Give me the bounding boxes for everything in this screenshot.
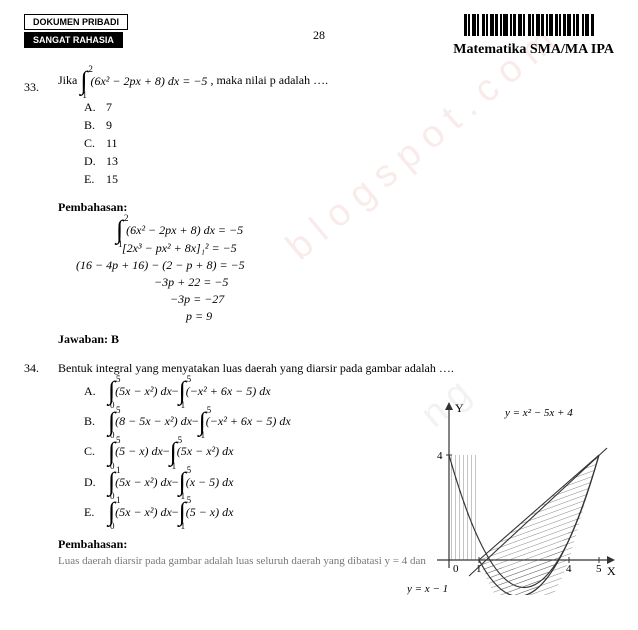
q34-choices: A. ∫50(5x − x²) dx − ∫51(−x² + 6x − 5) d… [58,382,378,521]
graph-x-axis-label: X [607,564,616,578]
q33-number: 33. [24,80,39,95]
q33-choice-a: A.7 [84,98,614,116]
q33-choice-c: C.11 [84,134,614,152]
graph-svg: 4 0 1 4 [407,400,622,595]
barcode [464,14,614,36]
q33-answer: Jawaban: B [58,332,614,347]
question-33: 33. Jika ∫21 (6x² − 2px + 8) dx = −5 , m… [24,72,614,347]
q33-sol-l3: (16 − 4p + 16) − (2 − p + 8) = −5 [76,258,614,273]
q33-choice-e: E.15 [84,170,614,188]
q33-pembahasan-title: Pembahasan: [58,200,614,215]
q33-choices: A.7 B.9 C.11 D.13 E.15 [58,98,614,188]
graph-x4: 4 [566,563,572,575]
graph-x0: 0 [453,563,459,575]
q34-graph: 4 0 1 4 [407,400,622,595]
q34-number: 34. [24,361,39,376]
q33-solution: ∫21 (6x² − 2px + 8) dx = −5 [2x³ − px² +… [58,221,614,324]
q34-text: Bentuk integral yang menyatakan luas dae… [58,361,454,375]
q34-choice-e: E. ∫10(5x − x²) dx − ∫51(5 − x) dx [84,503,378,521]
q33-integral: ∫21 (6x² − 2px + 8) dx = −5 [80,72,207,90]
q33-choice-b: B.9 [84,116,614,134]
graph-y-axis-label: Y [455,401,464,415]
q33-sol-l5: −3p = −27 [76,292,614,307]
q33-sol-l4: −3p + 22 = −5 [76,275,614,290]
page-header: DOKUMEN PRIBADI SANGAT RAHASIA 28 Matema… [24,14,614,62]
q33-leadin: Jika [58,73,77,87]
question-34: 34. Bentuk integral yang menyatakan luas… [24,361,614,567]
q33-integral-body: (6x² − 2px + 8) dx = −5 [90,74,207,89]
q34-choice-a: A. ∫50(5x − x²) dx − ∫51(−x² + 6x − 5) d… [84,382,378,400]
graph-x5: 5 [596,563,602,575]
doc-box-private: DOKUMEN PRIBADI [24,14,128,30]
q33-sol-l6: p = 9 [76,309,614,324]
graph-parabola-label: y = x² − 5x + 4 [504,407,573,419]
header-doc-boxes: DOKUMEN PRIBADI SANGAT RAHASIA [24,14,128,48]
q34-choice-b: B. ∫50(8 − 5x − x²) dx − ∫51(−x² + 6x − … [84,413,378,431]
q33-tail: , maka nilai p adalah …. [210,73,328,87]
graph-x1: 1 [476,563,482,575]
q33-choice-d: D.13 [84,152,614,170]
graph-line-label: y = x − 1 [407,583,448,595]
q33-sol-l2: [2x³ − px² + 8x]₁² = −5 [76,241,614,256]
q34-choice-c: C. ∫50(5 − x) dx − ∫51(5x − x²) dx [84,443,378,461]
subject-title: Matematika SMA/MA IPA [453,42,614,58]
doc-box-confidential: SANGAT RAHASIA [24,32,123,48]
q34-choice-d: D. ∫10(5x − x²) dx − ∫51(x − 5) dx [84,473,378,491]
graph-y4-label: 4 [437,450,443,462]
page-number: 28 [313,28,325,43]
document-page: DOKUMEN PRIBADI SANGAT RAHASIA 28 Matema… [0,0,638,567]
